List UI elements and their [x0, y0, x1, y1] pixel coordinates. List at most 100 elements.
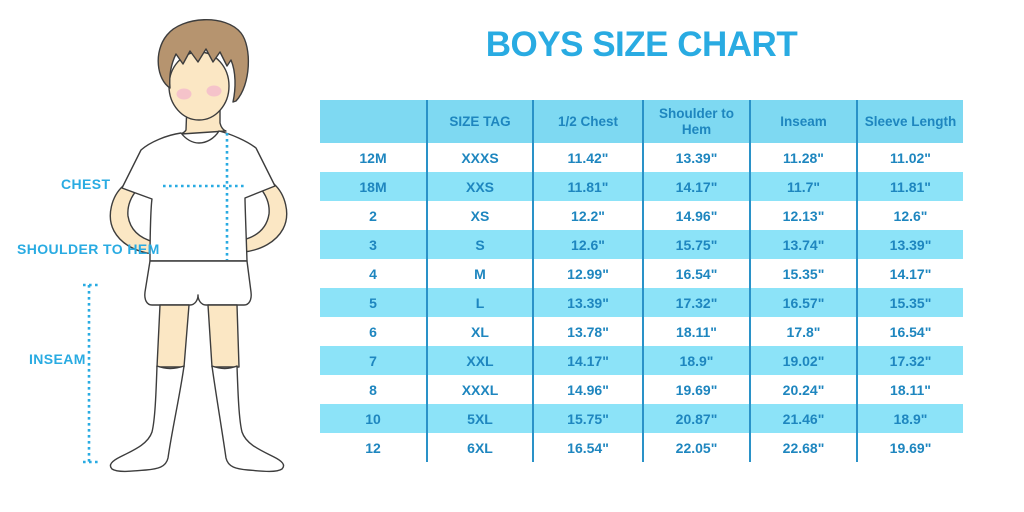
- column-header-size: [320, 100, 427, 143]
- boy-left-leg: [156, 304, 190, 368]
- table-cell: 20.24": [749, 375, 857, 404]
- table-cell: 13.39": [532, 288, 643, 317]
- table-cell: 18.11": [856, 375, 963, 404]
- table-cell: 11.7": [749, 172, 857, 201]
- table-cell: 6: [369, 323, 377, 340]
- table-cell: 19.02": [749, 346, 857, 375]
- table-cell: 7: [320, 346, 427, 375]
- table-cell: 12.13": [749, 201, 857, 230]
- table-cell: 13.74": [749, 230, 857, 259]
- table-cell: 15.35": [856, 288, 963, 317]
- table-row-18m: 18M XXS 11.81" 14.17" 11.7" 11.81": [320, 172, 963, 201]
- column-header-inseam: Inseam: [749, 100, 857, 143]
- table-cell: 13.39": [642, 143, 750, 172]
- table-cell: 3: [320, 230, 427, 259]
- table-row-4: 4 M 12.99" 16.54" 15.35" 14.17": [320, 259, 963, 288]
- table-cell: 16.57": [749, 288, 857, 317]
- table-cell: XS: [426, 201, 533, 230]
- inseam-label: INSEAM: [29, 351, 86, 367]
- table-cell: 18.11": [642, 317, 750, 346]
- table-cell: 17.32": [856, 346, 963, 375]
- table-cell: 15.75": [532, 404, 643, 433]
- table-cell: 17.32": [642, 288, 750, 317]
- table-cell: XL: [426, 317, 533, 346]
- boy-face: [168, 51, 230, 121]
- table-cell: XXXL: [426, 375, 533, 404]
- boy-illustration: [83, 19, 288, 473]
- table-cell: 16.54": [856, 317, 963, 346]
- table-cell: 16.54": [642, 259, 750, 288]
- table-cell: 14.96": [532, 375, 643, 404]
- table-row-10: 10 5XL 15.75" 20.87" 21.46" 18.9": [320, 404, 963, 433]
- table-cell: 16.54": [532, 433, 643, 462]
- table-row-3: 3 S 12.6" 15.75" 13.74" 13.39": [320, 230, 963, 259]
- table-cell: 17.8": [749, 317, 857, 346]
- column-header-size-tag: SIZE TAG: [426, 100, 533, 143]
- boy-hair: [157, 19, 250, 103]
- table-cell: 11.02": [856, 143, 963, 172]
- table-row-12m: 12M XXXS 11.42" 13.39" 11.28" 11.02": [320, 143, 963, 172]
- table-cell: M: [426, 259, 533, 288]
- boy-left-blush: [176, 88, 192, 100]
- chest-label: CHEST: [61, 176, 111, 192]
- table-cell: 13.78": [532, 317, 643, 346]
- table-cell: 12: [365, 439, 381, 456]
- table-row-7: 7 XXL 14.17" 18.9" 19.02" 17.32": [320, 346, 963, 375]
- column-header-half-chest: 1/2 Chest: [532, 100, 643, 143]
- table-cell: 15.75": [642, 230, 750, 259]
- table-cell: 14.17": [532, 346, 643, 375]
- column-header-shoulder-to-hem: Shoulder to Hem: [642, 100, 750, 143]
- table-cell: 12.6": [532, 230, 643, 259]
- table-cell: 11.28": [749, 143, 857, 172]
- table-cell: 10: [320, 404, 427, 433]
- table-row-8: 8 XXXL 14.96" 19.69" 20.24" 18.11": [320, 375, 963, 404]
- table-cell: XXL: [426, 346, 533, 375]
- table-cell: L: [426, 288, 533, 317]
- table-cell: XXS: [426, 172, 533, 201]
- size-chart-table: SIZE TAG 1/2 Chest Shoulder to Hem Insea…: [320, 100, 963, 462]
- table-cell: 18M: [320, 172, 427, 201]
- header-row: SIZE TAG 1/2 Chest Shoulder to Hem Insea…: [320, 100, 963, 143]
- table-cell: 19.69": [856, 433, 963, 462]
- table-cell: S: [426, 230, 533, 259]
- table-cell: 13.39": [856, 230, 963, 259]
- table-cell: 15.35": [749, 259, 857, 288]
- column-header-sleeve-length: Sleeve Length: [856, 100, 963, 143]
- table-row-6: 6 XL 13.78" 18.11" 17.8" 16.54": [320, 317, 963, 346]
- table-cell: 2: [369, 207, 377, 224]
- table-cell: 18.9": [856, 404, 963, 433]
- boy-right-blush: [206, 85, 222, 97]
- table-cell: 11.81": [532, 172, 643, 201]
- table-cell: 6XL: [426, 433, 533, 462]
- boy-shirt: [121, 130, 276, 262]
- table-cell: 14.96": [642, 201, 750, 230]
- table-row-2: 2 XS 12.2" 14.96" 12.13" 12.6": [320, 201, 963, 230]
- table-cell: 5: [320, 288, 427, 317]
- table-cell: 14.17": [642, 172, 750, 201]
- table-cell: 8: [369, 381, 377, 398]
- table-cell: 12.2": [532, 201, 643, 230]
- table-cell: 5XL: [426, 404, 533, 433]
- table-cell: 21.46": [749, 404, 857, 433]
- table-cell: 20.87": [642, 404, 750, 433]
- table-row-12: 12 6XL 16.54" 22.05" 22.68" 19.69": [320, 433, 963, 462]
- table-cell: 18.9": [642, 346, 750, 375]
- table-cell: 22.68": [749, 433, 857, 462]
- table-cell: 19.69": [642, 375, 750, 404]
- table-cell: 22.05": [642, 433, 750, 462]
- table-cell: 12.6": [856, 201, 963, 230]
- boy-right-leg: [207, 304, 240, 368]
- boy-left-sock: [109, 365, 185, 473]
- page-title: BOYS SIZE CHART: [485, 25, 798, 64]
- table-cell: 4: [369, 265, 377, 282]
- boy-shorts: [144, 260, 252, 306]
- table-cell: 14.17": [856, 259, 963, 288]
- table-cell: XXXS: [426, 143, 533, 172]
- shoulder-to-hem-label: SHOULDER TO HEM: [17, 241, 160, 257]
- table-cell: 11.42": [532, 143, 643, 172]
- table-row-5: 5 L 13.39" 17.32" 16.57" 15.35": [320, 288, 963, 317]
- boy-right-sock: [211, 365, 285, 473]
- table-cell: 11.81": [856, 172, 963, 201]
- table-cell: 12M: [359, 149, 387, 166]
